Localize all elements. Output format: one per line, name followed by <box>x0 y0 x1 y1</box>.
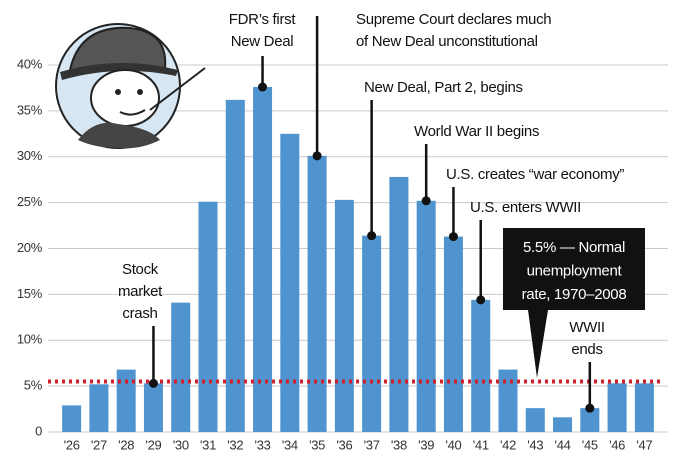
callout-dot <box>367 231 376 240</box>
y-tick-label: 10% <box>17 332 43 347</box>
y-tick-label: 0 <box>35 423 42 438</box>
annotation-text: New Deal <box>231 33 294 50</box>
x-tick-label: '28 <box>118 437 134 452</box>
bar <box>89 384 108 432</box>
x-tick-label: '43 <box>527 437 543 452</box>
x-tick-label: '26 <box>64 437 80 452</box>
x-tick-label: '29 <box>145 437 161 452</box>
bar <box>226 100 245 432</box>
callout-dot <box>258 83 267 92</box>
bar <box>117 370 136 432</box>
chart: 0 5% 10% 15% 20% 25% 30% 35% 40% '26 '27 '28 '29 '30 '… <box>0 0 681 455</box>
bar <box>62 405 81 432</box>
bar <box>199 202 218 432</box>
y-tick-label: 35% <box>17 102 43 117</box>
callout-dot <box>149 379 158 388</box>
annotation-text: U.S. creates “war economy” <box>446 166 624 183</box>
bar <box>389 177 408 432</box>
x-tick-label: '33 <box>255 437 271 452</box>
bar <box>253 87 272 432</box>
bar <box>308 156 327 432</box>
y-tick-label: 40% <box>17 56 43 71</box>
x-tick-label: '44 <box>555 437 571 452</box>
y-tick-label: 25% <box>17 194 43 209</box>
bar <box>335 200 354 432</box>
y-tick-label: 20% <box>17 240 43 255</box>
reference-label: unemployment <box>527 262 623 279</box>
bar <box>444 237 463 432</box>
callout-dot <box>449 232 458 241</box>
x-tick-label: '36 <box>336 437 352 452</box>
bar <box>280 134 299 432</box>
x-tick-label: '42 <box>500 437 516 452</box>
callout-dot <box>476 295 485 304</box>
bar <box>553 417 572 432</box>
x-tick-label: '41 <box>473 437 489 452</box>
x-tick-label: '32 <box>227 437 243 452</box>
x-tick-label: '40 <box>445 437 461 452</box>
fdr-cartoon <box>56 24 205 148</box>
callout-dot <box>422 196 431 205</box>
x-tick-label: '37 <box>364 437 380 452</box>
annotation-text: WWII <box>569 319 604 336</box>
bar <box>635 383 654 432</box>
x-tick-label: '27 <box>91 437 107 452</box>
bar <box>362 236 381 432</box>
y-tick-label: 5% <box>24 378 43 393</box>
bar <box>526 408 545 432</box>
bar <box>499 370 518 432</box>
annotation-text: ends <box>571 341 602 358</box>
x-tick-label: '30 <box>173 437 189 452</box>
bar <box>144 383 163 432</box>
callout-dot <box>313 151 322 160</box>
x-tick-label: '38 <box>391 437 407 452</box>
bar <box>417 201 436 432</box>
annotation-text: of New Deal unconstitutional <box>356 33 538 50</box>
bar <box>608 383 627 432</box>
y-tick-label: 15% <box>17 286 43 301</box>
x-tick-label: '34 <box>282 437 298 452</box>
x-tick-label: '35 <box>309 437 325 452</box>
annotation-text: crash <box>122 305 157 322</box>
x-tick-label: '31 <box>200 437 216 452</box>
annotation-text: U.S. enters WWII <box>470 199 581 216</box>
bar <box>171 303 190 432</box>
x-tick-label: '47 <box>636 437 652 452</box>
annotation-text: market <box>118 283 163 300</box>
y-tick-label: 30% <box>17 148 43 163</box>
annotation-text: FDR’s first <box>229 11 297 28</box>
x-tick-label: '39 <box>418 437 434 452</box>
reference-label: 5.5% — Normal <box>523 239 625 256</box>
bar <box>471 300 490 432</box>
x-tick-label: '45 <box>582 437 598 452</box>
x-tick-label: '46 <box>609 437 625 452</box>
annotation-text: Supreme Court declares much <box>356 11 551 28</box>
reference-label: rate, 1970–2008 <box>522 286 627 303</box>
annotation-text: Stock <box>122 261 159 278</box>
annotation-text: New Deal, Part 2, begins <box>364 79 523 96</box>
callout-dot <box>585 404 594 413</box>
annotation-text: World War II begins <box>414 123 539 140</box>
